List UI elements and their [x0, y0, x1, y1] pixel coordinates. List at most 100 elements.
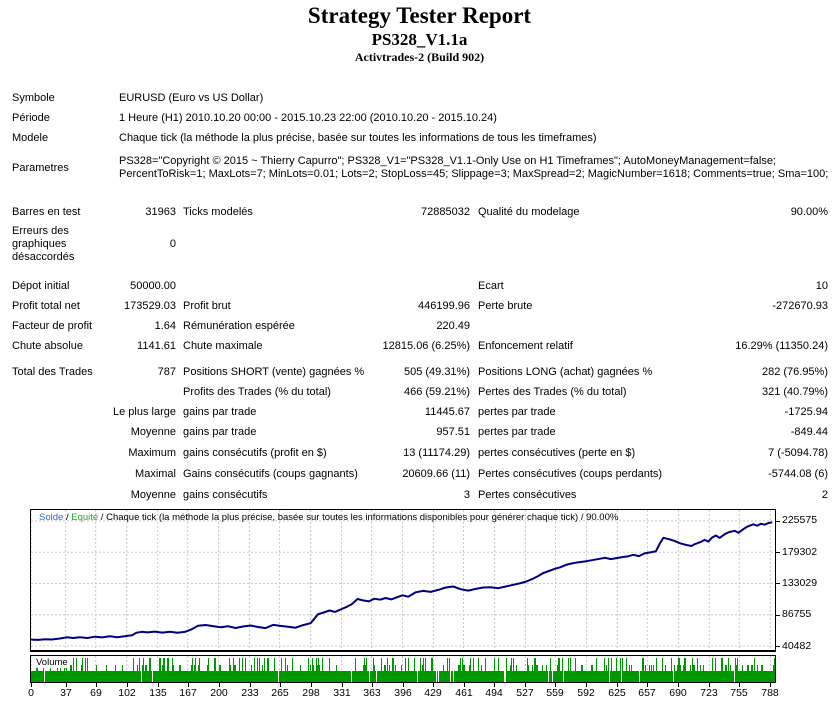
y-axis-tick: [776, 583, 780, 584]
x-axis-label: 102: [118, 687, 136, 699]
table-row: Profit total net 173529.03 Profit brut 4461…: [0, 296, 839, 316]
x-axis-label: 167: [179, 687, 197, 699]
row-value: 446199.96: [418, 299, 470, 312]
report-table: Symbole EURUSD (Euro vs US Dollar) Période…: [0, 88, 839, 505]
row-value: 466 (59.21%): [403, 385, 470, 398]
row-label: Chute maximale: [183, 339, 263, 352]
table-row: Facteur de profit 1.64 Rémunération espéré…: [0, 316, 839, 336]
equity-curve-svg: [31, 510, 775, 650]
table-row: Moyenne gains consécutifs 3 Pertes consécut…: [0, 485, 839, 505]
row-value: 787: [157, 365, 176, 378]
volume-bars-svg: [31, 656, 775, 682]
table-row: Total des Trades 787 Positions SHORT (vent…: [0, 362, 839, 382]
y-axis-label: 179302: [782, 546, 818, 558]
x-axis-label: 233: [241, 687, 259, 699]
row-label: pertes consécutives (perte en $): [478, 447, 636, 459]
x-axis-label: 592: [577, 687, 595, 699]
x-axis-label: 298: [302, 687, 320, 699]
row-value: 16.29% (11350.24): [735, 339, 828, 352]
row-value: 72885032: [421, 205, 470, 218]
row-value: 31963: [145, 205, 176, 218]
y-axis-label: 133029: [782, 577, 818, 589]
row-label: Barres en test: [12, 205, 81, 218]
row-value: EURUSD (Euro vs US Dollar): [119, 91, 264, 104]
x-axis-label: 788: [761, 687, 779, 699]
y-axis-tick: [776, 552, 780, 553]
row-label: Pertes consécutives: [478, 488, 577, 501]
row-label: Profit brut: [183, 299, 231, 312]
row-value: -1725.94: [784, 405, 828, 418]
row-value: Maximal: [135, 468, 176, 480]
x-axis-label: 657: [638, 687, 656, 699]
row-value: 282 (76.95%): [761, 365, 828, 378]
solde-label: Solde: [39, 512, 64, 523]
row-value: Chaque tick (la méthode la plus précise,…: [119, 131, 597, 144]
row-value: 1.64: [154, 319, 176, 332]
table-row: Parametres PS328="Copyright © 2015 ~ Thie…: [0, 148, 839, 188]
row-label: Pertes des Trades (% du total): [478, 385, 627, 398]
x-axis-label: 331: [333, 687, 351, 699]
x-axis-tick: [280, 683, 281, 687]
volume-pane: Volume: [30, 655, 776, 683]
row-value: 7 (-5094.78): [768, 447, 828, 459]
x-axis-label: 690: [669, 687, 687, 699]
x-axis-tick: [464, 683, 465, 687]
row-value: 90.00%: [790, 205, 828, 218]
row-value: 321 (40.79%): [761, 385, 828, 398]
volume-label: Volume: [34, 657, 70, 668]
x-axis-label: 723: [700, 687, 718, 699]
row-label: Erreurs des graphiques désaccordés: [12, 224, 75, 263]
x-axis-tick: [403, 683, 404, 687]
row-label: Ticks modelés: [183, 205, 253, 218]
y-axis-label: 86755: [782, 608, 812, 620]
row-value: Moyenne: [130, 488, 176, 501]
balance-chart: Solde / Equité / Chaque tick (la méthode…: [30, 509, 776, 652]
x-axis-tick: [372, 683, 373, 687]
x-axis-label: 200: [210, 687, 228, 699]
row-value: 220.49: [436, 319, 470, 332]
row-label: pertes par trade: [478, 405, 556, 418]
table-row: [0, 188, 839, 202]
row-label: Profits des Trades (% du total): [183, 385, 331, 398]
row-value: 1141.61: [137, 339, 176, 352]
x-axis-tick: [770, 683, 771, 687]
row-value: 3: [463, 488, 470, 501]
row-label: Pertes consécutives (coups perdants): [478, 468, 663, 480]
table-row: Période 1 Heure (H1) 2010.10.20 00:00 - 2…: [0, 108, 839, 128]
row-value: 1 Heure (H1) 2010.10.20 00:00 - 2015.10.…: [119, 111, 497, 124]
x-axis-tick: [709, 683, 710, 687]
x-axis-label: 135: [149, 687, 167, 699]
row-value: -5744.08 (6): [768, 468, 828, 480]
row-value: 173529.03: [124, 299, 176, 312]
table-row: Modele Chaque tick (la méthode la plus pr…: [0, 128, 839, 148]
x-axis-tick: [739, 683, 740, 687]
row-value: 11445.67: [424, 405, 470, 418]
table-row: Moyenne gains par trade 957.51 pertes par t…: [0, 422, 839, 443]
row-label: gains consécutifs (profit en $): [183, 447, 327, 459]
table-row: Erreurs des graphiques désaccordés 0: [0, 222, 839, 266]
x-axis-tick: [188, 683, 189, 687]
row-value: Le plus large: [113, 405, 176, 418]
row-label: gains par trade: [183, 405, 257, 418]
x-axis-tick: [31, 683, 32, 687]
chart-description: Chaque tick (la méthode la plus précise,…: [106, 512, 619, 523]
row-label: Symbole: [12, 91, 55, 104]
row-label: Perte brute: [478, 299, 533, 312]
row-label: Enfoncement relatif: [478, 339, 573, 352]
table-row: Maximal Gains consécutifs (coups gagnants…: [0, 464, 839, 485]
row-label: gains par trade: [183, 426, 257, 438]
row-label: Qualité du modelage: [478, 205, 580, 218]
x-axis-label: 559: [546, 687, 564, 699]
table-row: Dépot initial 50000.00 Ecart 10: [0, 276, 839, 296]
row-label: Modele: [12, 131, 49, 144]
row-label: Total des Trades: [12, 365, 93, 378]
table-row: Barres en test 31963 Ticks modelés 72885032…: [0, 202, 839, 222]
x-axis-label: 625: [608, 687, 626, 699]
x-axis-tick: [127, 683, 128, 687]
report-title: Strategy Tester Report: [307, 3, 532, 28]
report-header: Strategy Tester Report PS328_V1.1a Activ…: [0, 0, 839, 65]
row-label: pertes par trade: [478, 426, 556, 438]
y-axis-tick: [776, 521, 780, 522]
x-axis-tick: [586, 683, 587, 687]
equite-label: Equité: [71, 512, 99, 523]
